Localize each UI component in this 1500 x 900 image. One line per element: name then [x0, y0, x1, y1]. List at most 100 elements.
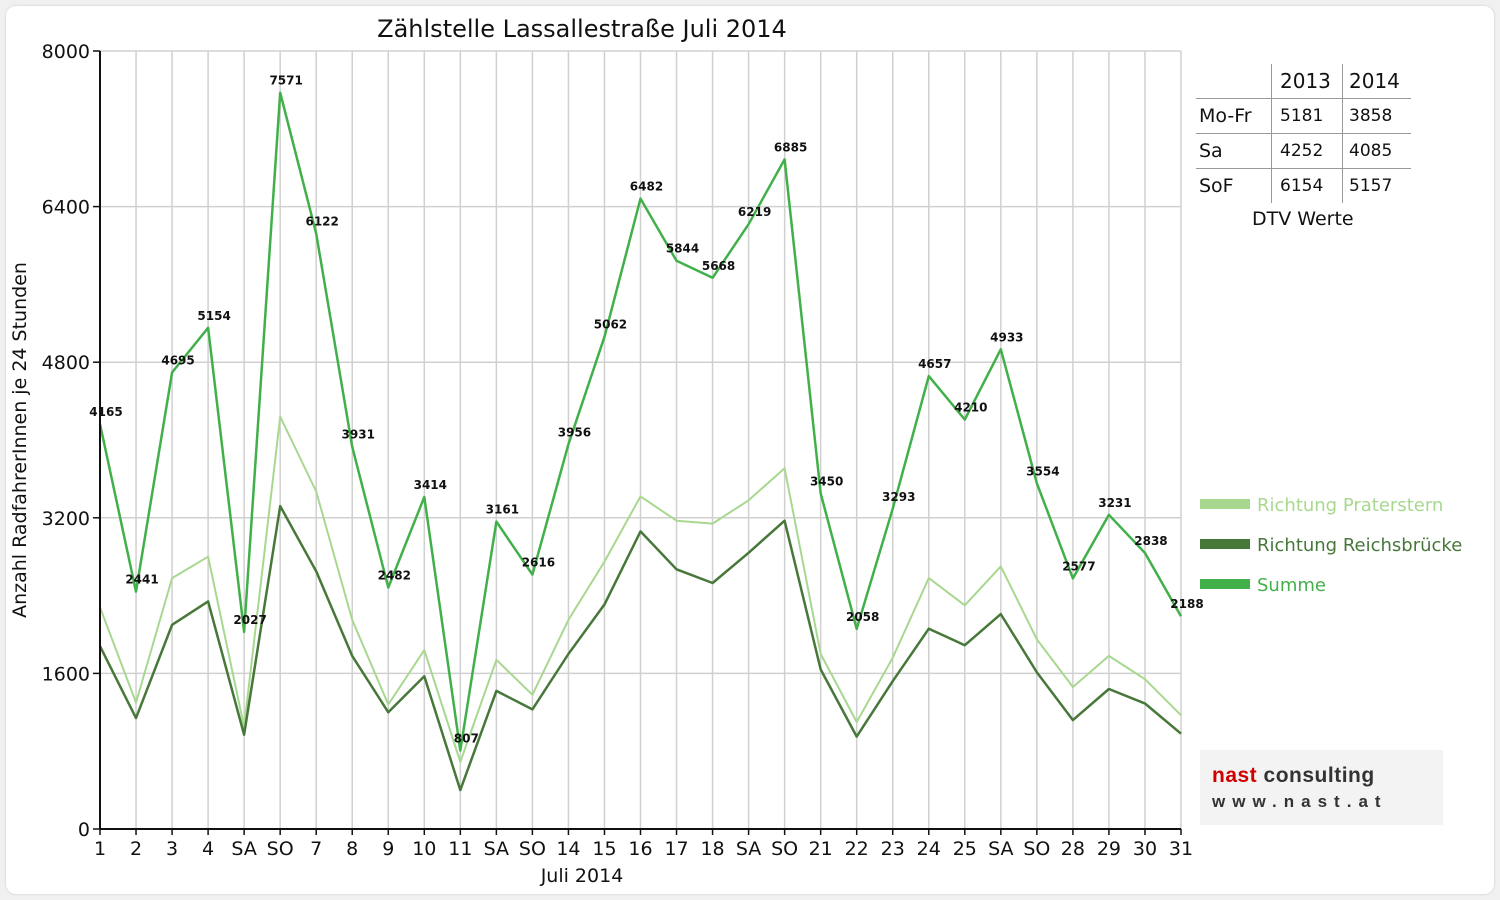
- data-label: 3293: [882, 490, 915, 504]
- x-tick-label: 9: [382, 838, 394, 860]
- data-label: 4933: [990, 330, 1023, 344]
- nast-consulting-logo: nast consulting www.nast.at: [1200, 750, 1443, 825]
- x-tick-label: 4: [202, 838, 214, 860]
- data-label: 7571: [269, 74, 302, 88]
- dtv-row-label: Sa: [1196, 133, 1272, 169]
- y-tick-label: 1600: [42, 663, 90, 685]
- legend-label: Summe: [1257, 575, 1326, 596]
- series-lines: [98, 91, 1183, 792]
- logo-brand-rest: consulting: [1263, 764, 1375, 787]
- dtv-header-row: 2013 2014: [1196, 64, 1411, 99]
- legend-label: Richtung Reichsbrücke: [1257, 535, 1462, 556]
- data-label: 2188: [1170, 597, 1203, 611]
- x-tick-label: 23: [881, 838, 905, 860]
- x-tick-label: 21: [809, 838, 833, 860]
- x-tick-label: 15: [592, 838, 616, 860]
- x-tick-label: 7: [310, 838, 322, 860]
- x-tick-label: 1: [94, 838, 106, 860]
- data-label: 4210: [954, 401, 987, 415]
- dtv-cell-2014: 4085: [1342, 133, 1411, 169]
- x-tick-label: SA: [988, 838, 1013, 860]
- dtv-header-2014: 2014: [1342, 64, 1411, 99]
- x-tick-label: 2: [130, 838, 142, 860]
- data-label: 3931: [342, 428, 375, 442]
- data-label: 3161: [486, 503, 519, 517]
- data-label: 5154: [197, 309, 230, 323]
- dtv-header-empty: [1196, 64, 1272, 99]
- x-axis-label: Juli 2014: [540, 865, 624, 887]
- x-tick-label: 16: [628, 838, 652, 860]
- x-tick-label: SO: [1023, 838, 1050, 860]
- data-label: 3414: [414, 478, 447, 492]
- y-tick-label: 8000: [42, 41, 90, 63]
- dtv-cell-2014: 5157: [1342, 168, 1411, 203]
- gridlines: [100, 50, 1182, 829]
- data-label: 2838: [1134, 534, 1167, 548]
- data-label: 4657: [918, 357, 951, 371]
- data-label: 2482: [378, 569, 411, 583]
- data-label: 5668: [702, 259, 735, 273]
- x-tick-label: 10: [412, 838, 436, 860]
- x-tick-label: 31: [1169, 838, 1193, 860]
- data-label: 3554: [1026, 464, 1059, 478]
- dtv-header-2013: 2013: [1271, 64, 1343, 99]
- x-tick-label: SA: [231, 838, 256, 860]
- x-tick-label: 17: [664, 838, 688, 860]
- y-axis-label: Anzahl RadfahrerInnen je 24 Stunden: [9, 262, 31, 618]
- y-tick-label: 0: [78, 819, 90, 841]
- dtv-row-sof: SoF 6154 5157: [1196, 168, 1411, 203]
- data-label: 3450: [810, 474, 843, 488]
- x-tick-label: SA: [736, 838, 761, 860]
- x-tick-label: SO: [267, 838, 294, 860]
- data-label: 2616: [522, 556, 555, 570]
- dtv-cell-2014: 3858: [1342, 98, 1411, 134]
- dtv-row-label: SoF: [1196, 168, 1272, 203]
- chart-title: Zählstelle Lassallestraße Juli 2014: [377, 15, 787, 43]
- data-label: 6122: [305, 215, 338, 229]
- data-label: 2577: [1062, 559, 1095, 573]
- series-line-1: [99, 415, 1182, 763]
- legend-label: Richtung Praterstern: [1257, 495, 1443, 516]
- x-tick-label: 29: [1097, 838, 1121, 860]
- x-tick-label: 8: [346, 838, 358, 860]
- x-tick-label: 25: [953, 838, 977, 860]
- x-tick-label: 22: [845, 838, 869, 860]
- dtv-row-sa: Sa 4252 4085: [1196, 133, 1411, 169]
- dtv-caption: DTV Werte: [1252, 208, 1354, 230]
- data-label: 5844: [666, 242, 699, 256]
- data-label: 2441: [125, 573, 158, 587]
- x-tick-label: 14: [556, 838, 580, 860]
- x-tick-label: 30: [1133, 838, 1157, 860]
- x-tick-label: 28: [1061, 838, 1085, 860]
- logo-brand-red: nast: [1212, 764, 1258, 787]
- x-tick-label: 11: [448, 838, 472, 860]
- x-tick-label: 18: [700, 838, 724, 860]
- series-line-3: [98, 91, 1183, 752]
- dtv-row-label: Mo-Fr: [1196, 98, 1272, 134]
- legend: Richtung Praterstern Richtung Reichsbrück…: [1200, 495, 1462, 596]
- data-label: 5062: [594, 318, 627, 332]
- data-label: 6885: [774, 140, 807, 154]
- data-label: 4695: [161, 353, 194, 367]
- x-tick-labels: 1 2 3 4 SA SO 7 8 9 10 11 SA SO 14 15 16 17 18 SA SO 21 22 23 2…: [94, 829, 1193, 860]
- x-tick-label: 24: [917, 838, 941, 860]
- data-label: 3956: [558, 425, 591, 439]
- dtv-cell-2013: 4252: [1271, 133, 1343, 169]
- logo-brand: nast consulting: [1212, 764, 1375, 788]
- y-tick-label: 4800: [42, 352, 90, 374]
- x-tick-label: 3: [166, 838, 178, 860]
- data-label: 6482: [630, 180, 663, 194]
- y-tick-label: 6400: [42, 197, 90, 219]
- x-tick-label: SO: [519, 838, 546, 860]
- logo-url: www.nast.at: [1212, 792, 1388, 811]
- x-tick-label: SA: [484, 838, 509, 860]
- y-tick-label: 3200: [42, 508, 90, 530]
- data-label: 2027: [233, 613, 266, 627]
- dtv-table: 2013 2014 Mo-Fr 5181 3858 Sa 4252 4085 S…: [1196, 64, 1411, 203]
- data-label: 3231: [1098, 496, 1131, 510]
- dtv-cell-2013: 5181: [1271, 98, 1343, 134]
- data-labels: 4165 2441 4695 5154 2027 7571 6122 3931 2482 3414…: [89, 74, 1203, 746]
- dtv-row-mofr: Mo-Fr 5181 3858: [1196, 98, 1411, 134]
- series-line-2: [98, 504, 1182, 792]
